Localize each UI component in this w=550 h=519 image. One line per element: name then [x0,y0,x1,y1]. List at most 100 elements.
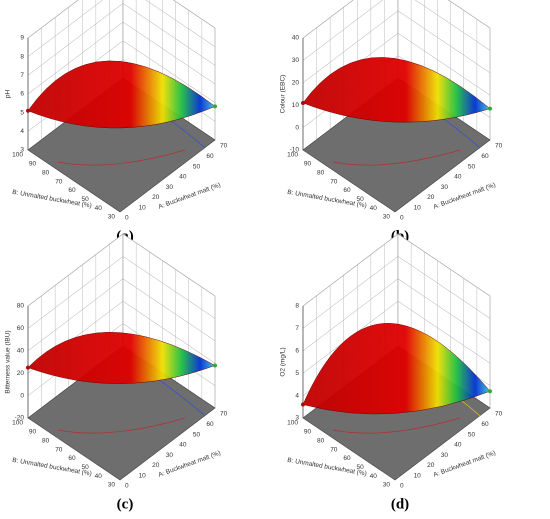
z-tick-label: 6 [20,91,24,98]
grid-line [302,300,491,374]
y-tick-label: 40 [95,205,103,212]
x-tick-label: 20 [152,462,160,469]
y-tick-label: 80 [317,437,325,444]
z-tick-label: 8 [295,303,299,310]
contour [332,149,461,166]
z-tick-label: 3 [20,147,24,154]
z-tick-label: 3 [295,415,299,422]
x-tick-label: 50 [193,431,201,438]
panel: -10 0 10 20 30 40 30 40 50 60 70 80 90 100 0 10 20 30 40 50… [280,0,503,244]
z-tick-label: -10 [290,147,300,154]
caption: (d) [391,496,409,512]
y-tick-label: 60 [343,455,351,462]
z-tick-label: 20 [292,80,300,87]
x-tick-label: 50 [468,431,476,438]
grid-line [302,0,491,61]
y-tick-label: 70 [55,446,63,453]
x-tick-label: 10 [414,472,422,479]
x-tick-label: 40 [179,174,187,181]
x-tick-label: 10 [139,472,147,479]
z-axis-label: Colour (EBC) [280,75,287,114]
y-tick-label: 50 [81,464,89,471]
grid-line [27,233,216,307]
y-tick-label: 80 [317,169,325,176]
grid-line [302,10,491,83]
grid-line [27,256,216,329]
design-point [213,363,217,368]
y-axis-label: B: Unmalted buckwheat (%) [287,189,368,210]
design-point [488,389,492,394]
x-tick-label: 70 [495,411,503,418]
x-tick-label: 30 [166,184,174,191]
x-tick-label: 60 [206,421,214,428]
z-axis-label: Bitterness value (IBU) [5,330,12,393]
contour [57,417,186,434]
grid-line [302,278,491,351]
panel: 3 4 5 6 7 8 9 30 40 50 60 70 80 90 100 0 10 20 30 40 50 60 70 B… [5,0,228,244]
z-tick-label: 30 [292,57,300,64]
y-axis-label: B: Unmalted buckwheat (%) [287,457,368,478]
z-tick-label: 8 [20,53,24,60]
z-tick-label: 80 [17,303,25,310]
y-tick-label: 90 [304,429,312,436]
z-tick-label: 60 [17,325,25,332]
panel: 3 4 5 6 7 8 30 40 50 60 70 80 90 100 0 10 20 30 40 50 60 70 B:… [280,233,503,512]
z-tick-label: -20 [15,415,25,422]
y-tick-label: 60 [68,455,76,462]
design-point [488,106,492,111]
y-tick-label: 60 [68,187,76,194]
x-tick-label: 20 [152,194,160,201]
z-tick-label: 20 [17,370,25,377]
z-tick-label: 5 [20,109,24,116]
x-tick-label: 0 [125,215,129,222]
y-tick-label: 50 [356,464,364,471]
x-tick-label: 0 [125,483,129,490]
grid-line [27,3,216,76]
y-tick-label: 30 [108,482,116,489]
y-tick-label: 70 [55,178,63,185]
contour [57,149,186,166]
z-axis-label: O2 (mg/L) [280,347,287,376]
x-tick-label: 30 [441,184,449,191]
y-tick-label: 90 [29,161,37,168]
caption: (c) [117,496,134,512]
x-tick-label: 60 [206,153,214,160]
z-tick-label: 7 [295,325,299,332]
x-tick-label: 20 [427,194,435,201]
z-tick-label: 40 [292,35,300,42]
contour [332,417,461,434]
surface [302,323,491,415]
z-tick-label: 5 [295,370,299,377]
x-tick-label: 30 [166,452,174,459]
z-tick-label: 10 [292,102,300,109]
grid-line [302,233,491,307]
y-tick-label: 90 [304,161,312,168]
y-tick-label: 60 [343,187,351,194]
y-tick-label: 90 [29,429,37,436]
z-tick-label: 0 [295,124,299,131]
z-tick-label: 0 [20,392,24,399]
x-tick-label: 60 [481,153,489,160]
grid-line [27,278,216,351]
z-tick-label: 7 [20,72,24,79]
y-tick-label: 80 [42,169,50,176]
y-tick-label: 30 [383,482,391,489]
z-tick-label: 4 [20,128,24,135]
design-point [213,104,217,109]
grid-line [27,0,216,57]
z-tick-label: 6 [295,348,299,355]
y-tick-label: 30 [108,214,116,221]
grid-line [302,0,491,39]
y-tick-label: 80 [42,437,50,444]
y-tick-label: 50 [356,196,364,203]
x-tick-label: 50 [468,163,476,170]
grid-line [27,0,216,39]
y-tick-label: 100 [12,420,23,427]
y-tick-label: 70 [330,446,338,453]
z-axis-label: pH [5,90,12,99]
x-tick-label: 30 [441,452,449,459]
x-tick-label: 50 [193,163,201,170]
x-tick-label: 40 [179,442,187,449]
x-tick-label: 0 [400,215,404,222]
